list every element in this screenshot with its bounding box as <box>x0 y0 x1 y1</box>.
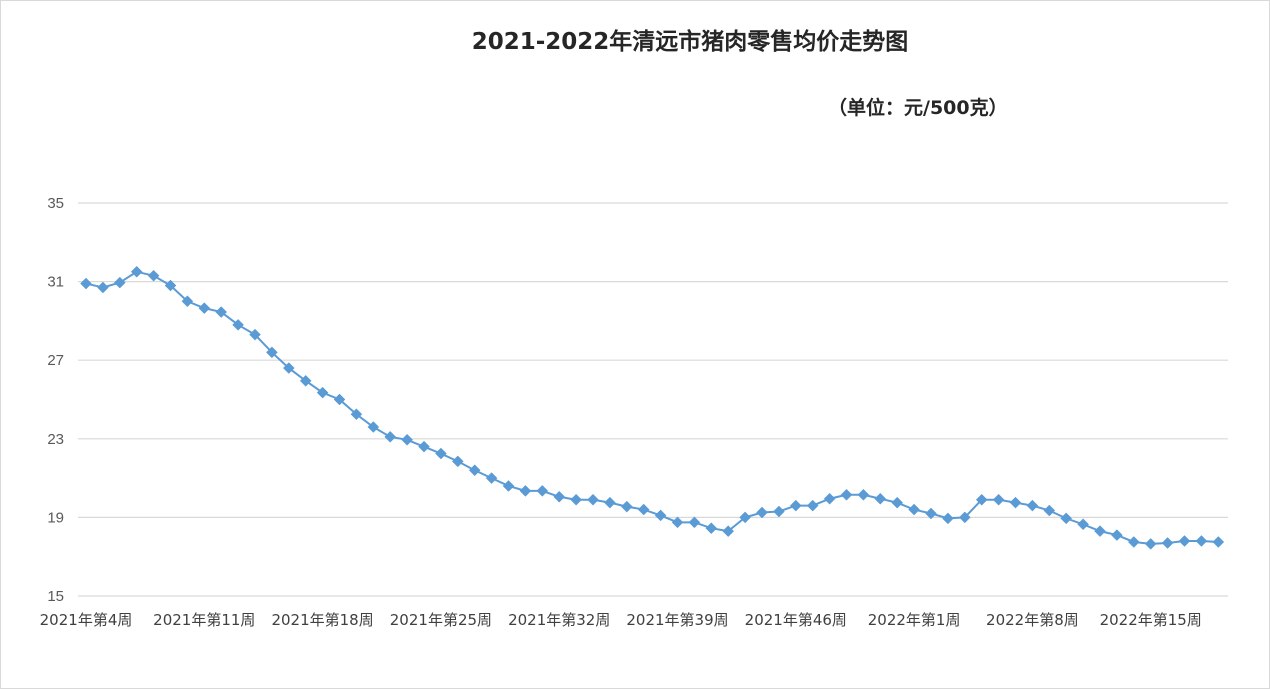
data-point <box>1212 536 1225 548</box>
data-point <box>1111 529 1123 541</box>
data-point <box>468 464 481 477</box>
data-point <box>958 511 971 524</box>
data-point <box>485 472 498 484</box>
data-point <box>130 265 143 278</box>
data-point <box>840 488 853 501</box>
data-point <box>215 306 228 318</box>
data-point <box>266 346 278 359</box>
data-point <box>1060 512 1073 525</box>
data-point <box>299 374 312 387</box>
data-point <box>688 516 701 529</box>
data-point <box>333 393 346 406</box>
data-point <box>891 496 904 509</box>
y-tick-label: 23 <box>47 431 64 448</box>
data-point <box>1043 504 1056 517</box>
series-layer <box>80 265 1225 550</box>
data-point <box>1127 536 1140 548</box>
data-point <box>1077 518 1089 531</box>
data-point <box>181 295 194 308</box>
data-point <box>942 512 954 525</box>
x-tick-label: 2022年第1周 <box>868 611 961 629</box>
data-point <box>519 485 532 497</box>
data-point <box>232 318 244 331</box>
x-tick-label: 2021年第32周 <box>508 611 610 629</box>
data-point <box>722 525 735 538</box>
x-tick-label: 2021年第18周 <box>271 611 373 629</box>
unit-note: （单位：元/500克） <box>828 97 1008 119</box>
y-tick-label: 27 <box>47 352 64 369</box>
data-point <box>80 277 92 290</box>
data-point <box>992 493 1005 506</box>
data-point <box>418 440 430 453</box>
x-tick-label: 2022年第8周 <box>986 611 1079 629</box>
x-tick-label: 2021年第4周 <box>40 611 133 629</box>
data-point <box>756 506 768 519</box>
y-tick-label: 31 <box>47 274 64 291</box>
data-point <box>587 493 599 506</box>
data-point <box>1161 537 1174 549</box>
chart-title: 2021-2022年清远市猪肉零售均价走势图 <box>471 29 909 55</box>
x-tick-label: 2021年第11周 <box>153 611 255 629</box>
data-point <box>908 503 920 516</box>
data-point <box>806 499 819 512</box>
y-tick-label: 35 <box>47 195 64 212</box>
data-point <box>1144 538 1157 550</box>
y-tick-label: 19 <box>47 509 64 526</box>
data-point <box>604 496 616 509</box>
data-point <box>570 493 582 506</box>
data-point <box>654 509 667 522</box>
data-point <box>435 447 447 460</box>
data-point <box>282 362 295 374</box>
data-point <box>739 511 751 524</box>
data-point <box>637 503 650 516</box>
data-point <box>789 499 802 512</box>
data-point <box>536 485 549 497</box>
data-point <box>823 492 836 505</box>
x-tick-label: 2021年第39周 <box>626 611 728 629</box>
data-point <box>113 276 126 289</box>
data-point <box>249 328 261 341</box>
data-point <box>147 269 160 282</box>
series-line <box>85 270 1219 545</box>
x-tick-label: 2021年第46周 <box>745 611 847 629</box>
data-point <box>451 455 464 468</box>
data-point <box>384 430 397 443</box>
y-axis-ticks: 15 19 23 27 31 35 <box>47 195 64 605</box>
data-point <box>553 490 566 503</box>
data-point <box>975 493 988 506</box>
data-point <box>705 522 718 535</box>
data-point <box>1178 535 1191 547</box>
data-point <box>1026 499 1039 512</box>
data-point <box>502 480 515 492</box>
data-point <box>671 516 684 529</box>
data-point <box>773 505 785 518</box>
data-point <box>874 492 887 505</box>
data-point <box>164 279 177 292</box>
data-point <box>1009 496 1022 509</box>
data-point <box>925 507 937 520</box>
data-point <box>367 421 380 433</box>
data-point <box>1094 525 1106 538</box>
data-point <box>401 433 413 446</box>
gridlines <box>78 202 1228 597</box>
data-point <box>316 386 329 399</box>
data-point <box>1195 535 1208 547</box>
data-point <box>350 408 363 421</box>
data-point <box>97 281 109 294</box>
x-axis-ticks: 2021年第4周 2021年第11周 2021年第18周 2021年第25周 2021年… <box>40 611 1202 629</box>
data-point <box>857 488 870 501</box>
y-tick-label: 15 <box>47 588 64 605</box>
x-tick-label: 2022年第15周 <box>1100 611 1202 629</box>
data-point <box>620 500 633 513</box>
data-point <box>198 302 211 314</box>
x-tick-label: 2021年第25周 <box>390 611 492 629</box>
